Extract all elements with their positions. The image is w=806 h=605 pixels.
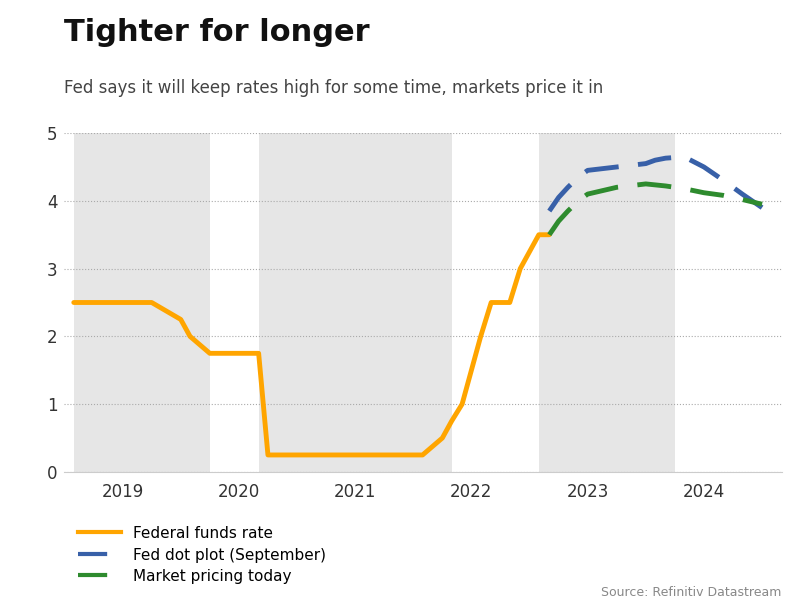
Text: Tighter for longer: Tighter for longer bbox=[64, 18, 370, 47]
Bar bbox=[74, 133, 210, 472]
Text: Fed says it will keep rates high for some time, markets price it in: Fed says it will keep rates high for som… bbox=[64, 79, 604, 97]
Bar bbox=[539, 133, 675, 472]
Text: Source: Refinitiv Datastream: Source: Refinitiv Datastream bbox=[601, 586, 782, 599]
Legend: Federal funds rate, Fed dot plot (September), Market pricing today: Federal funds rate, Fed dot plot (Septem… bbox=[72, 520, 332, 590]
Bar bbox=[259, 133, 451, 472]
